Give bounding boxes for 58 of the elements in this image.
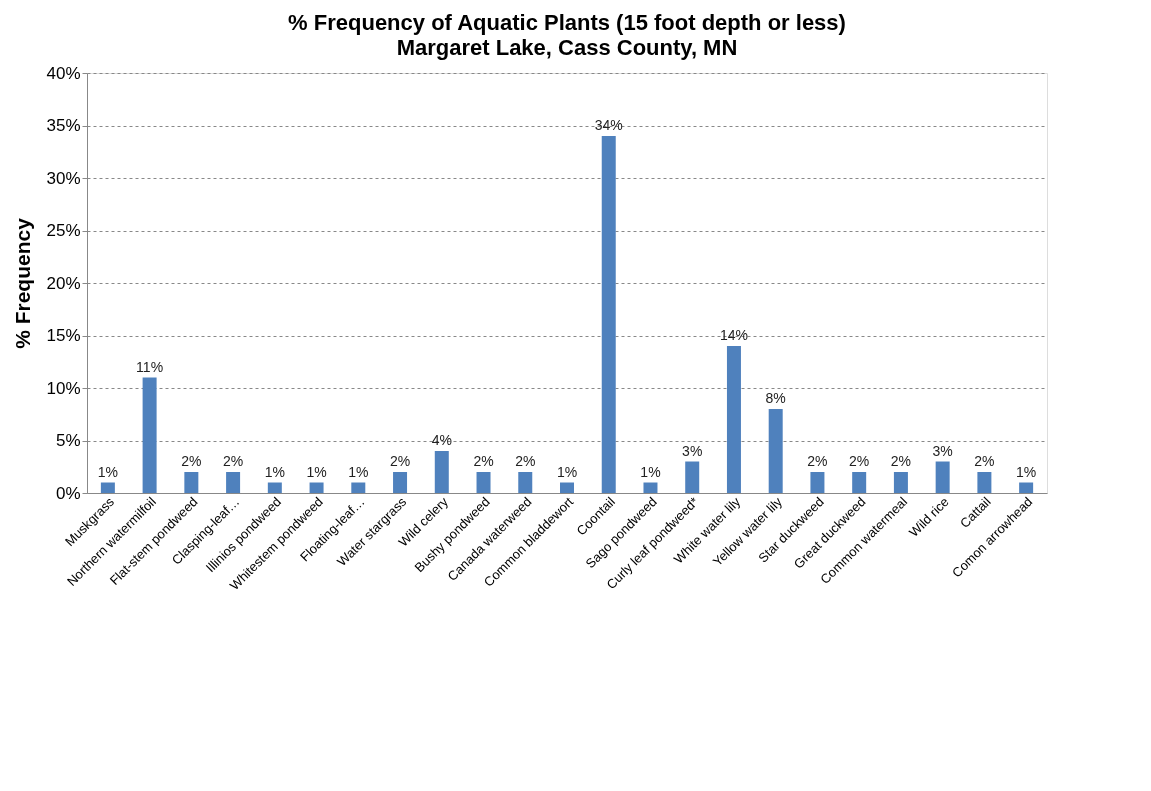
y-tick-label: 15% [46,326,81,345]
data-label: 2% [807,453,828,469]
y-tick-label: 0% [55,483,81,503]
data-label: 8% [765,390,786,406]
bar [977,472,992,493]
bar [852,472,867,493]
data-label: 2% [389,453,411,469]
data-label: 2% [181,453,202,469]
y-tick-label: 5% [55,431,81,450]
bar [142,377,157,493]
bar [351,482,366,493]
y-tick-label: 30% [46,168,81,188]
data-label: 1% [348,463,369,480]
bar [184,472,199,493]
y-axis-title: % Frequency [11,217,35,349]
bar [476,472,491,493]
data-label: 3% [682,442,703,459]
y-tick-label: 10% [46,378,81,398]
data-label: 2% [849,453,870,469]
data-label: 14% [719,327,748,343]
data-label: 1% [640,463,661,480]
data-label: 4% [431,432,452,448]
data-label: 3% [932,442,953,459]
data-label: 34% [594,117,623,133]
data-label: 1% [556,463,578,480]
bar [810,472,825,493]
y-tick-label: 20% [46,273,81,293]
data-label: 11% [136,358,164,375]
bar [1019,482,1034,493]
bar [685,461,700,493]
data-label: 2% [890,453,912,469]
bar [893,472,908,493]
y-tick-label: 25% [46,221,81,240]
bar [226,472,241,493]
y-tick-label: 40% [46,63,81,83]
bar [309,482,324,493]
data-label: 1% [264,463,285,480]
bar [267,482,282,493]
data-label: 2% [222,453,244,469]
bar [643,482,658,493]
chart-subtitle: Margaret Lake, Cass County, MN [396,35,738,60]
bar [100,482,115,493]
bar [935,461,950,493]
chart-title: % Frequency of Aquatic Plants (15 foot depth or less) [288,10,846,35]
bar [560,482,574,493]
data-label: 1% [97,463,118,480]
data-label: 1% [306,463,327,480]
data-label: 1% [1016,463,1037,480]
bar [518,472,533,493]
bar [434,451,449,493]
bar [768,409,783,493]
data-label: 2% [974,453,995,469]
y-tick-label: 35% [46,116,81,135]
data-label: 2% [473,453,494,469]
bar [393,472,408,493]
bar [726,346,741,493]
data-label: 2% [515,453,536,469]
bar [601,136,616,493]
